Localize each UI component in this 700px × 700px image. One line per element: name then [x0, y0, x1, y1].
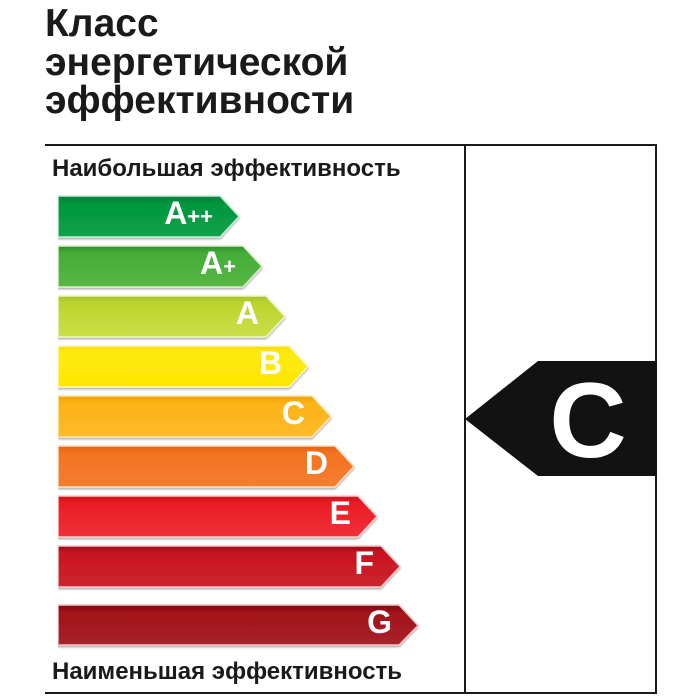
svg-text:G: G — [367, 604, 392, 640]
svg-text:F: F — [354, 545, 374, 581]
svg-text:C: C — [282, 395, 305, 431]
svg-text:A: A — [236, 295, 259, 331]
svg-text:C: C — [549, 360, 626, 480]
svg-text:B: B — [259, 345, 282, 381]
svg-text:D: D — [305, 445, 328, 481]
svg-text:E: E — [330, 495, 351, 531]
